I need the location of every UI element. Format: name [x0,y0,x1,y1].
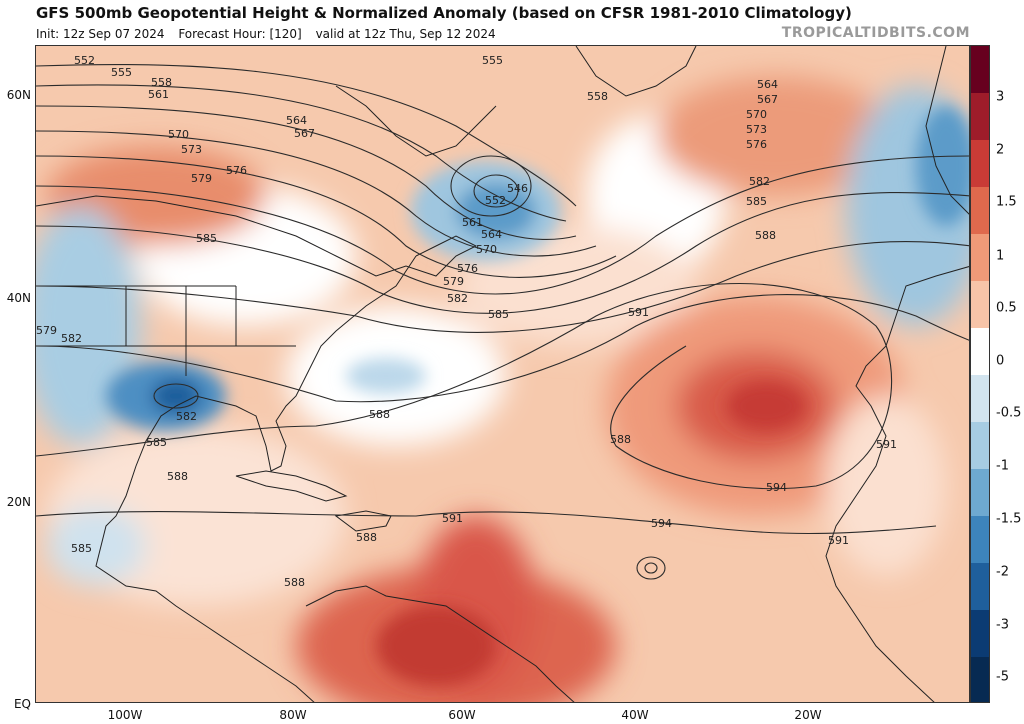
contour-label: 567 [757,93,778,106]
contour-label: 573 [746,123,767,136]
colorbar-segment [971,375,989,422]
contour-label: 585 [71,542,92,555]
colorbar-segment [971,281,989,328]
lon-label-60w: 60W [448,708,476,722]
colorbar-tick-label: 1.5 [996,194,1017,210]
contour-label: 585 [746,195,767,208]
contour-label: 555 [482,54,503,67]
lat-label-20n: 20N [6,495,31,509]
colorbar-tick-label: 0.5 [996,300,1017,316]
contour-label: 591 [876,438,897,451]
contour-label: 558 [151,76,172,89]
contour-label: 558 [587,90,608,103]
anomaly-colorbar [970,45,990,703]
contour-label: 576 [746,138,767,151]
colorbar-segment [971,140,989,187]
colorbar-segment [971,234,989,281]
contour-label: 585 [146,436,167,449]
contour-label: 579 [443,275,464,288]
coastlines [36,46,969,702]
contour-label: 594 [651,517,672,530]
contour-label: 585 [488,308,509,321]
contour-label: 573 [181,143,202,156]
lon-label-80w: 80W [279,708,307,722]
colorbar-segment [971,657,989,702]
contour-label: 588 [755,229,776,242]
contour-label: 582 [447,292,468,305]
colorbar-tick-label: -5 [996,669,1009,685]
contour-label: 588 [167,470,188,483]
brand-watermark: TROPICALTIDBITS.COM [781,25,970,41]
lat-label-eq: EQ [13,697,31,711]
contour-label: 585 [196,232,217,245]
contour-label: 591 [628,306,649,319]
contour-label: 561 [148,88,169,101]
contour-label: 588 [284,576,305,589]
contour-label: 570 [746,108,767,121]
contour-label: 594 [766,481,787,494]
colorbar-tick-label: 2 [996,142,1005,158]
contour-label: 567 [294,127,315,140]
colorbar-tick-label: 3 [996,89,1005,105]
height-contours [36,63,969,580]
contour-label: 579 [191,172,212,185]
contour-label-group: 552 555 558 561 564 567 570 573 576 579 … [36,54,897,589]
contour-label: 546 [507,182,528,195]
contour-label: 576 [226,164,247,177]
contour-label: 552 [485,194,506,207]
colorbar-segment [971,328,989,375]
contour-label: 555 [111,66,132,79]
contour-label: 588 [356,531,377,544]
contour-label: 564 [757,78,778,91]
colorbar-segment [971,422,989,469]
lon-label-100w: 100W [107,708,143,722]
contour-label: 588 [610,433,631,446]
contour-label: 582 [176,410,197,423]
contour-label: 576 [457,262,478,275]
colorbar-segment [971,610,989,657]
colorbar-tick-label: 1 [996,248,1005,264]
lat-label-40n: 40N [6,291,31,305]
contour-label: 561 [462,216,483,229]
contour-label: 591 [828,534,849,547]
colorbar-tick-label: -1 [996,458,1009,474]
colorbar-segment [971,93,989,140]
init-time: Init: 12z Sep 07 2024 [36,27,165,41]
colorbar-segment [971,469,989,516]
colorbar-segment [971,46,989,93]
contour-label: 582 [61,332,82,345]
valid-time: valid at 12z Thu, Sep 12 2024 [315,27,496,41]
map-canvas: 552 555 558 561 564 567 570 573 576 579 … [36,46,969,702]
contour-label: 552 [74,54,95,67]
colorbar-tick-label: -3 [996,617,1009,633]
forecast-hour: Forecast Hour: [120] [178,27,302,41]
contour-label: 564 [481,228,502,241]
colorbar-tick-label: -1.5 [996,511,1022,527]
colorbar-tick-label: -0.5 [996,405,1022,421]
colorbar-segment [971,516,989,563]
anomaly-shading [36,46,969,702]
contour-label: 570 [168,128,189,141]
colorbar-segment [971,563,989,610]
lon-label-20w: 20W [794,708,822,722]
colorbar-tick-label: -2 [996,564,1009,580]
contour-label: 564 [286,114,307,127]
contour-label: 570 [476,243,497,256]
contour-label: 591 [442,512,463,525]
colorbar-segment [971,187,989,234]
lon-label-40w: 40W [621,708,649,722]
anomaly-map: 552 555 558 561 564 567 570 573 576 579 … [35,45,970,703]
contour-label: 579 [36,324,57,337]
colorbar-tick-label: 0 [996,353,1005,369]
run-info: Init: 12z Sep 07 2024 Forecast Hour: [12… [36,27,506,41]
contour-label: 588 [369,408,390,421]
lat-label-60n: 60N [6,88,31,102]
contour-label: 582 [749,175,770,188]
map-title: GFS 500mb Geopotential Height & Normaliz… [36,4,852,22]
